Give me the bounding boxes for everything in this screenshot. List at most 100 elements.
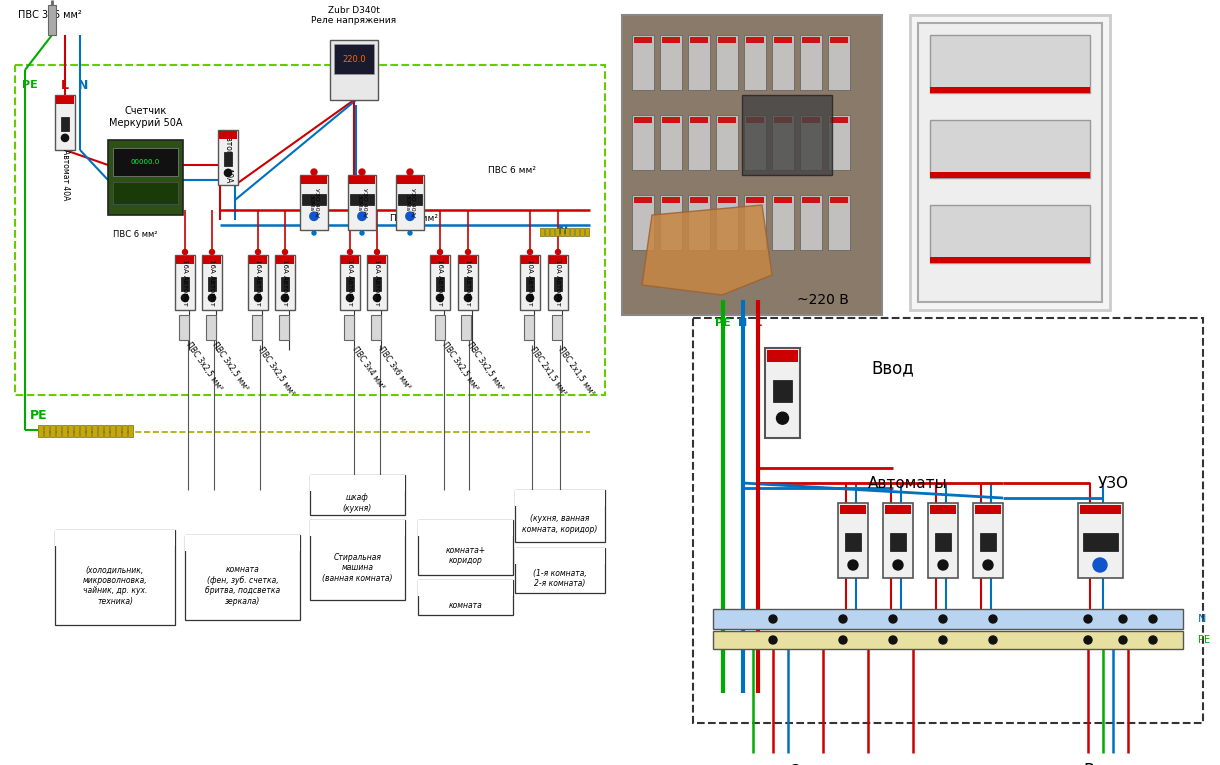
Text: N: N (78, 79, 88, 92)
Bar (975, 505, 1000, 514)
Circle shape (406, 212, 415, 220)
Bar (310, 520, 405, 536)
Circle shape (210, 249, 215, 255)
Bar (550, 228, 554, 236)
Bar (838, 503, 867, 578)
Bar (81, 425, 85, 437)
Bar (802, 197, 820, 203)
Circle shape (283, 249, 288, 255)
Bar (248, 255, 268, 310)
Bar (303, 194, 326, 205)
Bar (279, 315, 289, 340)
Text: 16А Автомат: 16А Автомат (465, 259, 471, 306)
Text: 10А Автомат: 10А Автомат (527, 259, 533, 306)
Bar (549, 256, 567, 264)
Circle shape (1149, 615, 1157, 623)
Bar (828, 195, 850, 250)
Text: УЗО 40А/
30Ма: УЗО 40А/ 30Ма (309, 188, 320, 217)
Bar (515, 490, 605, 506)
Bar (772, 195, 794, 250)
Bar (15, 65, 605, 395)
Bar (773, 197, 792, 203)
Circle shape (939, 615, 947, 623)
Bar (274, 255, 295, 310)
Bar (744, 35, 766, 90)
Circle shape (939, 636, 947, 644)
Bar (116, 425, 121, 437)
Bar (910, 15, 1110, 310)
Circle shape (311, 169, 317, 175)
Circle shape (938, 560, 948, 570)
Bar (38, 425, 43, 437)
Bar (930, 172, 1089, 178)
Bar (436, 277, 444, 291)
Bar (580, 228, 584, 236)
Bar (346, 277, 354, 291)
Bar (56, 96, 74, 104)
Circle shape (255, 295, 261, 301)
Bar (74, 425, 79, 437)
Bar (930, 35, 1089, 93)
Bar (660, 195, 682, 250)
Circle shape (312, 231, 316, 235)
Text: Свет: Свет (550, 552, 571, 561)
Bar (281, 277, 289, 291)
Bar (113, 182, 178, 204)
Bar (398, 194, 422, 205)
Bar (712, 631, 1183, 649)
Bar (719, 117, 736, 123)
Text: Освещение: Освещение (788, 762, 888, 765)
Bar (928, 503, 958, 578)
Bar (464, 277, 472, 291)
Bar (841, 505, 866, 514)
Bar (334, 44, 375, 74)
Bar (767, 350, 798, 362)
Bar (344, 315, 354, 340)
Bar (301, 176, 327, 184)
Circle shape (1093, 558, 1107, 572)
Bar (883, 503, 913, 578)
Bar (203, 255, 222, 310)
Bar (436, 315, 445, 340)
Bar (632, 195, 654, 250)
Bar (716, 195, 738, 250)
Bar (371, 315, 381, 340)
Circle shape (989, 615, 997, 623)
Bar (110, 425, 115, 437)
Bar (367, 255, 387, 310)
Bar (662, 117, 680, 123)
Bar (828, 115, 850, 170)
Text: Розетки кухни: Розетки кухни (83, 533, 146, 542)
Circle shape (183, 249, 188, 255)
Bar (765, 348, 800, 438)
Bar (176, 256, 194, 264)
Text: 10А Автомат: 10А Автомат (555, 259, 561, 306)
Bar (540, 228, 544, 236)
Bar (276, 256, 294, 264)
Bar (660, 35, 682, 90)
Text: (1-я комната,
2-я комната): (1-я комната, 2-я комната) (533, 569, 587, 588)
Circle shape (224, 169, 232, 177)
Bar (109, 140, 183, 215)
Text: ПВС 3х2,5 мм²: ПВС 3х2,5 мм² (440, 340, 481, 392)
Text: L: L (754, 318, 761, 328)
Circle shape (769, 636, 777, 644)
Bar (203, 256, 221, 264)
Text: ПВС 3х6 мм²: ПВС 3х6 мм² (376, 345, 412, 391)
Text: ПВС 3х6 мм²: ПВС 3х6 мм² (18, 10, 82, 20)
Bar (548, 255, 569, 310)
Text: PE: PE (715, 318, 731, 328)
Bar (526, 277, 534, 291)
Circle shape (989, 636, 997, 644)
Circle shape (1119, 615, 1127, 623)
Circle shape (889, 615, 897, 623)
Bar (525, 315, 534, 340)
Bar (253, 315, 262, 340)
Bar (802, 37, 820, 43)
Text: 16А Автомат: 16А Автомат (375, 259, 379, 306)
Bar (521, 256, 539, 264)
Bar (418, 520, 512, 536)
Bar (545, 228, 549, 236)
Bar (845, 533, 861, 551)
Text: PE: PE (30, 409, 48, 422)
